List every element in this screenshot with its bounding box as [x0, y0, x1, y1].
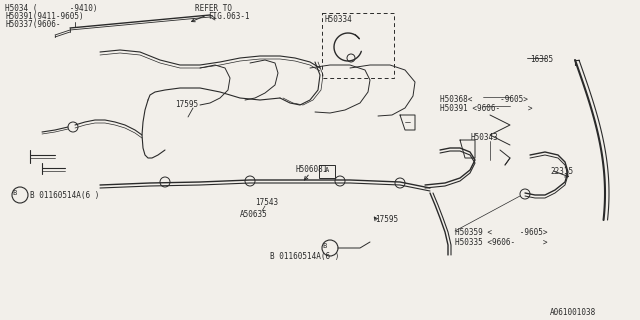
Text: A: A: [325, 167, 329, 173]
Text: REFER TO: REFER TO: [195, 4, 232, 13]
Text: H50391 <9606-      >: H50391 <9606- >: [440, 104, 532, 113]
Text: B 01160514A(6 ): B 01160514A(6 ): [30, 191, 99, 200]
Text: H50343: H50343: [470, 133, 498, 142]
Text: H50391(9411-9605): H50391(9411-9605): [5, 12, 84, 21]
Text: 17543: 17543: [255, 198, 278, 207]
Text: H50359 <      -9605>: H50359 < -9605>: [455, 228, 547, 237]
Bar: [322, 13, 394, 78]
Text: H50337(9606-: H50337(9606-: [5, 20, 61, 29]
Text: A50635: A50635: [240, 210, 268, 219]
Text: H50368<      -9605>: H50368< -9605>: [440, 95, 528, 104]
Text: 16385: 16385: [530, 55, 553, 64]
Text: H5034 (       -9410): H5034 ( -9410): [5, 4, 97, 13]
Text: 17595: 17595: [375, 215, 398, 224]
Text: H50335 <9606-      >: H50335 <9606- >: [455, 238, 547, 247]
Text: FIG.063-1: FIG.063-1: [208, 12, 250, 21]
Text: B 01160514A(6 ): B 01160514A(6 ): [270, 252, 339, 261]
Text: B: B: [322, 243, 326, 249]
Text: B: B: [12, 190, 16, 196]
Text: 22315: 22315: [550, 167, 573, 176]
Text: A061001038: A061001038: [550, 308, 596, 317]
Text: H50334: H50334: [324, 15, 352, 24]
Text: 17595: 17595: [175, 100, 198, 109]
Text: H506081: H506081: [295, 165, 328, 174]
